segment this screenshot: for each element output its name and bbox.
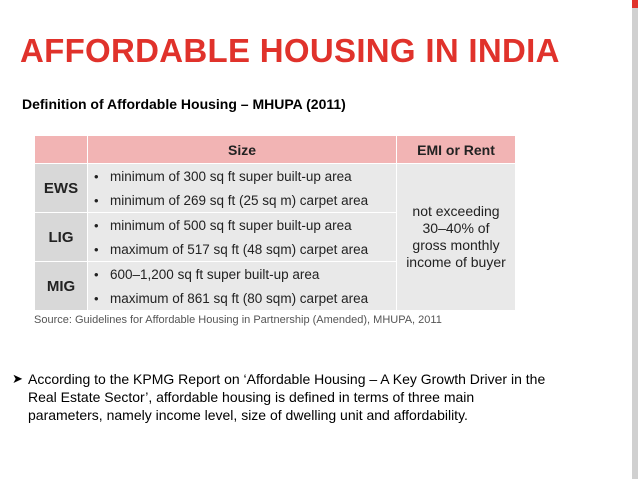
bullet-icon: •: [94, 266, 99, 282]
bullet-text: According to the KPMG Report on ‘Afforda…: [28, 370, 622, 424]
kpmg-bullet: ➤ According to the KPMG Report on ‘Affor…: [12, 370, 622, 424]
slide-subtitle: Definition of Affordable Housing – MHUPA…: [22, 96, 346, 112]
emi-line: gross monthly: [412, 237, 500, 253]
size-text: minimum of 300 sq ft super built-up area: [110, 168, 352, 184]
table-row: LIG • minimum of 500 sq ft super built-up…: [34, 212, 516, 262]
list-item: • minimum of 500 sq ft super built-up are…: [88, 213, 396, 237]
category-lig: LIG: [34, 212, 88, 262]
table-row: MIG • 600–1,200 sq ft super built-up area…: [34, 261, 516, 311]
bullet-icon: •: [94, 217, 99, 233]
emi-line: not exceeding: [412, 203, 500, 219]
list-item: • maximum of 861 sq ft (80 sqm) carpet ar…: [88, 286, 396, 310]
emi-cell: not exceeding 30–40% of gross monthly in…: [396, 163, 516, 311]
header-size: Size: [87, 135, 397, 164]
slide-title: AFFORDABLE HOUSING IN INDIA: [20, 32, 560, 69]
size-cell: • minimum of 300 sq ft super built-up are…: [87, 163, 397, 213]
header-emi: EMI or Rent: [396, 135, 516, 164]
definition-table-figure: Size EMI or Rent EWS • minimum of 300 sq …: [34, 135, 516, 326]
emi-line: income of buyer: [406, 254, 506, 270]
header-blank: [34, 135, 88, 164]
size-cell: • minimum of 500 sq ft super built-up are…: [87, 212, 397, 262]
bullet-icon: •: [94, 168, 99, 184]
bullet-line: According to the KPMG Report on ‘Afforda…: [28, 371, 546, 387]
slide-edge-bar: [632, 0, 638, 479]
bullet-icon: •: [94, 241, 99, 257]
table-row: EWS • minimum of 300 sq ft super built-up…: [34, 163, 516, 311]
category-mig: MIG: [34, 261, 88, 311]
definition-table: Size EMI or Rent EWS • minimum of 300 sq …: [34, 135, 516, 311]
list-item: • minimum of 269 sq ft (25 sq m) carpet a…: [88, 188, 396, 212]
size-text: minimum of 500 sq ft super built-up area: [110, 217, 352, 233]
arrow-bullet-icon: ➤: [12, 371, 23, 386]
list-item: • minimum of 300 sq ft super built-up are…: [88, 164, 396, 188]
category-ews: EWS: [34, 163, 88, 213]
emi-line: 30–40% of: [422, 220, 490, 236]
size-text: maximum of 517 sq ft (48 sqm) carpet are…: [110, 241, 369, 257]
size-cell: • 600–1,200 sq ft super built-up area • ma…: [87, 261, 397, 311]
size-text: maximum of 861 sq ft (80 sqm) carpet are…: [110, 290, 369, 306]
bullet-icon: •: [94, 192, 99, 208]
size-text: 600–1,200 sq ft super built-up area: [110, 266, 320, 282]
bullet-line: parameters, namely income level, size of…: [28, 407, 468, 423]
list-item: • 600–1,200 sq ft super built-up area: [88, 262, 396, 286]
slide-edge-accent: [632, 0, 638, 8]
table-source: Source: Guidelines for Affordable Housin…: [34, 314, 442, 326]
bullet-icon: •: [94, 290, 99, 306]
size-text: minimum of 269 sq ft (25 sq m) carpet ar…: [110, 192, 369, 208]
bullet-line: Real Estate Sector’, affordable housing …: [28, 389, 475, 405]
list-item: • maximum of 517 sq ft (48 sqm) carpet ar…: [88, 237, 396, 261]
